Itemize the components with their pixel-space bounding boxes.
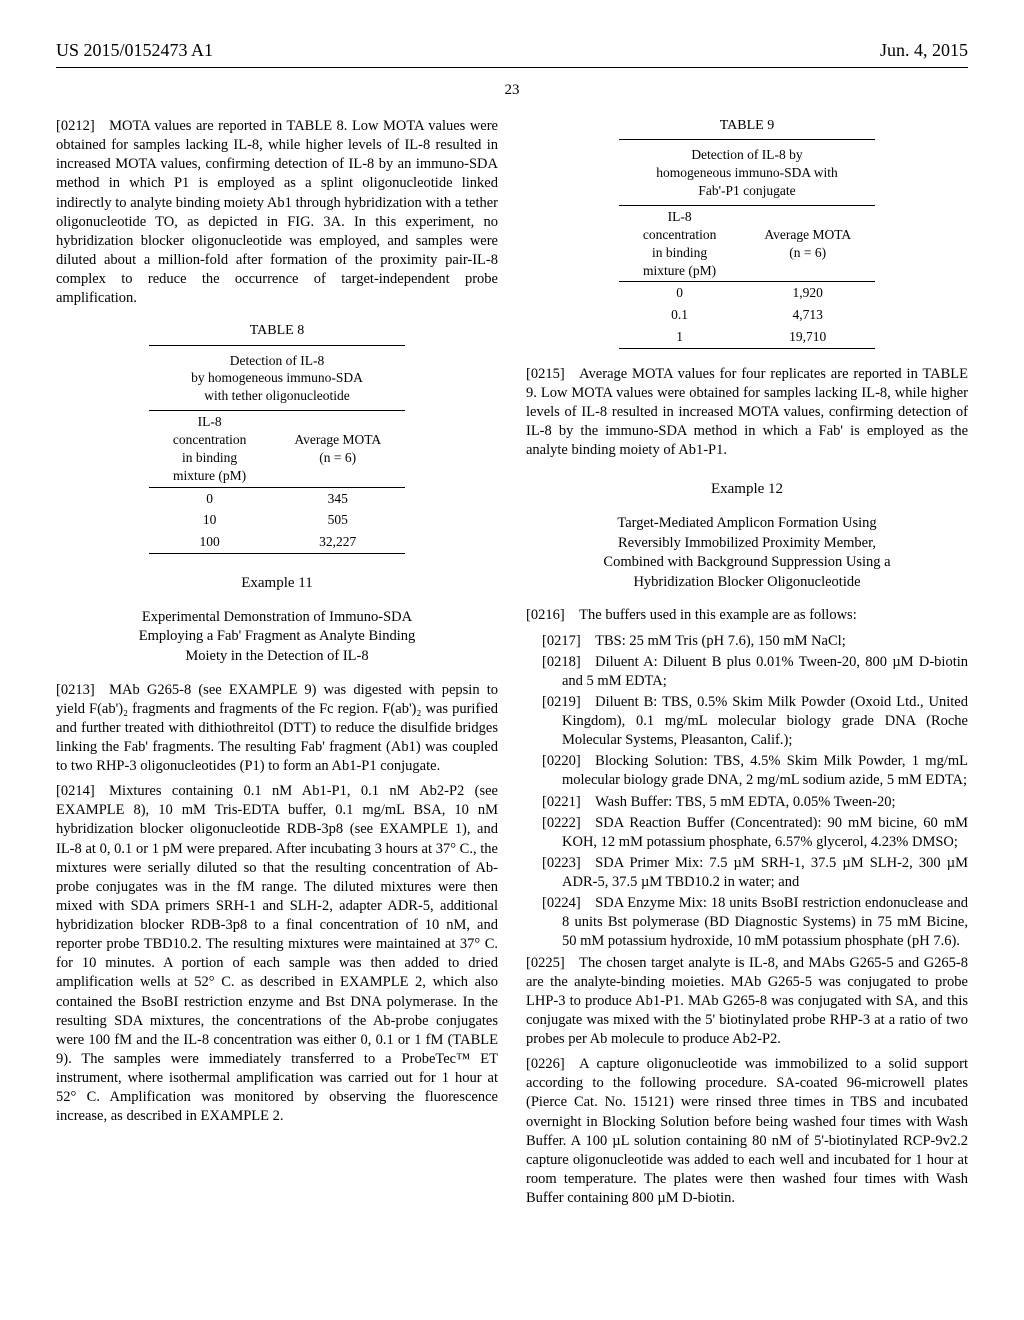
page-number: 23 <box>56 82 968 99</box>
para-0225: [0225] The chosen target analyte is IL-8… <box>526 954 968 1050</box>
t8-r2c2: 32,227 <box>270 531 405 553</box>
table-row: 10505 <box>149 509 405 531</box>
ex12-sub-l1: Reversibly Immobilized Proximity Member, <box>618 535 876 551</box>
t8-c2h0: Average MOTA <box>294 432 381 447</box>
t8-r1c1: 10 <box>149 509 270 531</box>
t8-r0c2: 345 <box>270 487 405 509</box>
header-left: US 2015/0152473 A1 <box>56 40 213 61</box>
t8-c1h3: mixture (pM) <box>173 468 246 483</box>
t8-c2h1: (n = 6) <box>319 450 356 465</box>
table-8: Detection of IL-8 by homogeneous immuno-… <box>149 345 405 554</box>
t8-col2-head: Average MOTA (n = 6) <box>270 411 405 487</box>
table-row: 0.14,713 <box>619 304 875 326</box>
ex12-sub-l3: Hybridization Blocker Oligonucleotide <box>633 574 860 590</box>
para-0214: [0214] Mixtures containing 0.1 nM Ab1-P1… <box>56 782 498 1126</box>
ex11-sub-l2: Moiety in the Detection of IL-8 <box>185 648 368 664</box>
t8-r0c1: 0 <box>149 487 270 509</box>
t9-r0c1: 0 <box>619 282 740 304</box>
t9-title-l0: Detection of IL-8 by <box>691 147 802 162</box>
list-item-0221: [0221] Wash Buffer: TBS, 5 mM EDTA, 0.05… <box>526 793 968 812</box>
list-item-0220: [0220] Blocking Solution: TBS, 4.5% Skim… <box>526 752 968 790</box>
example-11-heading: Example 11 <box>56 574 498 594</box>
t9-c1h0: IL-8 <box>668 209 692 224</box>
table-9-label: TABLE 9 <box>526 117 968 135</box>
header-right: Jun. 4, 2015 <box>880 40 968 61</box>
list-item-0224: [0224] SDA Enzyme Mix: 18 units BsoBI re… <box>526 894 968 951</box>
t8-col1-head: IL-8 concentration in binding mixture (p… <box>149 411 270 487</box>
t9-r1c1: 0.1 <box>619 304 740 326</box>
table-9: Detection of IL-8 by homogeneous immuno-… <box>619 139 875 348</box>
list-item-0222: [0222] SDA Reaction Buffer (Concentrated… <box>526 814 968 852</box>
example-12-heading: Example 12 <box>526 480 968 500</box>
para-0216: [0216] The buffers used in this example … <box>526 606 968 625</box>
para-0213: [0213] MAb G265-8 (see EXAMPLE 9) was di… <box>56 681 498 777</box>
list-item-0219: [0219] Diluent B: TBS, 0.5% Skim Milk Po… <box>526 693 968 750</box>
table-9-wrap: TABLE 9 Detection of IL-8 by homogeneous… <box>526 117 968 349</box>
t9-c1h3: mixture (pM) <box>643 263 716 278</box>
t8-c1h2: in binding <box>182 450 237 465</box>
columns: [0212] MOTA values are reported in TABLE… <box>56 117 968 1214</box>
page-header: US 2015/0152473 A1 Jun. 4, 2015 <box>56 40 968 61</box>
t8-c1h1: concentration <box>173 432 246 447</box>
table-9-title: Detection of IL-8 by homogeneous immuno-… <box>619 140 875 206</box>
ex12-sub-l2: Combined with Background Suppression Usi… <box>603 554 890 570</box>
table-row: 0345 <box>149 487 405 509</box>
t9-r0c2: 1,920 <box>740 282 875 304</box>
t9-title-l1: homogeneous immuno-SDA with <box>656 165 838 180</box>
t9-c1h1: concentration <box>643 227 716 242</box>
t8-title-l1: by homogeneous immuno-SDA <box>191 370 363 385</box>
left-column: [0212] MOTA values are reported in TABLE… <box>56 117 498 1214</box>
t9-r2c1: 1 <box>619 326 740 348</box>
t8-r1c2: 505 <box>270 509 405 531</box>
t9-c1h2: in binding <box>652 245 707 260</box>
t8-title-l2: with tether oligonucleotide <box>204 388 349 403</box>
table-row: 119,710 <box>619 326 875 348</box>
t9-c2h0: Average MOTA <box>764 227 851 242</box>
ex11-sub-l1: Employing a Fab' Fragment as Analyte Bin… <box>139 628 415 644</box>
para-0212: [0212] MOTA values are reported in TABLE… <box>56 117 498 308</box>
page: US 2015/0152473 A1 Jun. 4, 2015 23 [0212… <box>0 0 1024 1320</box>
table-row: 10032,227 <box>149 531 405 553</box>
list-item-0218: [0218] Diluent A: Diluent B plus 0.01% T… <box>526 653 968 691</box>
para-0215: [0215] Average MOTA values for four repl… <box>526 365 968 461</box>
example-12-subheading: Target-Mediated Amplicon Formation Using… <box>526 514 968 592</box>
table-8-wrap: TABLE 8 Detection of IL-8 by homogeneous… <box>56 322 498 554</box>
example-11-subheading: Experimental Demonstration of Immuno-SDA… <box>56 608 498 667</box>
t9-title-l2: Fab'-P1 conjugate <box>698 183 795 198</box>
table-8-label: TABLE 8 <box>56 322 498 340</box>
t9-col2-head: Average MOTA (n = 6) <box>740 206 875 282</box>
t9-r2c2: 19,710 <box>740 326 875 348</box>
ex12-sub-l0: Target-Mediated Amplicon Formation Using <box>617 515 876 531</box>
ex11-sub-l0: Experimental Demonstration of Immuno-SDA <box>142 609 412 625</box>
header-rule <box>56 67 968 68</box>
t8-c1h0: IL-8 <box>198 414 222 429</box>
para-0226: [0226] A capture oligonucleotide was imm… <box>526 1055 968 1208</box>
t8-r2c1: 100 <box>149 531 270 553</box>
list-item-0217: [0217] TBS: 25 mM Tris (pH 7.6), 150 mM … <box>526 632 968 651</box>
table-row: 01,920 <box>619 282 875 304</box>
t9-col1-head: IL-8 concentration in binding mixture (p… <box>619 206 740 282</box>
t9-r1c2: 4,713 <box>740 304 875 326</box>
list-item-0223: [0223] SDA Primer Mix: 7.5 µM SRH-1, 37.… <box>526 854 968 892</box>
right-column: TABLE 9 Detection of IL-8 by homogeneous… <box>526 117 968 1214</box>
t8-title-l0: Detection of IL-8 <box>230 353 324 368</box>
table-8-title: Detection of IL-8 by homogeneous immuno-… <box>149 345 405 411</box>
t9-c2h1: (n = 6) <box>789 245 826 260</box>
